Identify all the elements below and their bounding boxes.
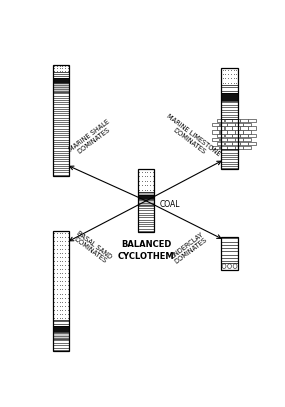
Bar (243, 146, 251, 149)
Bar (221, 68, 238, 169)
Bar (53, 332, 69, 339)
Bar (53, 64, 69, 176)
Text: MARINE SHALE
DOMINATES: MARINE SHALE DOMINATES (68, 118, 115, 158)
Bar (233, 134, 240, 138)
Bar (138, 195, 154, 199)
Bar (240, 119, 248, 122)
Bar (138, 192, 154, 195)
Bar (53, 339, 69, 351)
Bar (138, 169, 154, 232)
Bar (221, 263, 238, 270)
Bar (225, 134, 232, 138)
Bar (221, 118, 238, 149)
Bar (217, 142, 224, 145)
Bar (243, 138, 251, 141)
Bar (53, 64, 69, 72)
Bar (220, 123, 227, 126)
Bar (233, 142, 240, 145)
Bar (53, 83, 69, 92)
Bar (233, 127, 240, 130)
Bar (221, 68, 238, 169)
Bar (53, 92, 69, 176)
Bar (138, 169, 154, 192)
Text: UNDERCLAY
DOMINATES: UNDERCLAY DOMINATES (169, 231, 209, 265)
Bar (221, 149, 238, 169)
Bar (235, 146, 243, 149)
Bar (235, 123, 243, 126)
Ellipse shape (233, 264, 237, 269)
Bar (243, 130, 251, 133)
Bar (220, 146, 227, 149)
Bar (227, 146, 235, 149)
Bar (53, 320, 69, 326)
Bar (243, 123, 251, 126)
Bar (53, 231, 69, 320)
Bar (217, 127, 224, 130)
Bar (221, 237, 238, 270)
Bar (53, 326, 69, 332)
Bar (138, 169, 154, 232)
Bar (217, 134, 224, 138)
Bar (225, 119, 232, 122)
Bar (138, 199, 154, 205)
Bar (138, 205, 154, 232)
Bar (53, 64, 69, 176)
Bar (212, 123, 219, 126)
Ellipse shape (228, 264, 231, 269)
Bar (221, 237, 238, 270)
Bar (235, 138, 243, 141)
Bar (221, 68, 238, 85)
Bar (217, 119, 224, 122)
Bar (225, 142, 232, 145)
Bar (212, 130, 219, 133)
Bar (53, 231, 69, 351)
Bar (212, 146, 219, 149)
Bar (225, 127, 232, 130)
Bar (248, 134, 256, 138)
Bar (240, 127, 248, 130)
Bar (221, 85, 238, 93)
Text: BALANCED
CYCLOTHEM: BALANCED CYCLOTHEM (118, 240, 174, 261)
Bar (248, 127, 256, 130)
Bar (227, 123, 235, 126)
Text: MARINE LIMESTONE
DOMINATES: MARINE LIMESTONE DOMINATES (161, 113, 221, 163)
Bar (221, 93, 238, 101)
Bar (53, 72, 69, 78)
Bar (212, 138, 219, 141)
Bar (235, 130, 243, 133)
Bar (248, 142, 256, 145)
Bar (220, 130, 227, 133)
Bar (227, 138, 235, 141)
Bar (227, 130, 235, 133)
Bar (248, 119, 256, 122)
Text: COAL: COAL (160, 200, 180, 210)
Ellipse shape (222, 264, 226, 269)
Bar (240, 134, 248, 138)
Bar (233, 119, 240, 122)
Bar (240, 142, 248, 145)
Text: BASAL SAND
DOMINATES: BASAL SAND DOMINATES (71, 230, 113, 266)
Bar (220, 138, 227, 141)
Bar (53, 231, 69, 351)
Bar (221, 101, 238, 118)
Bar (221, 237, 238, 263)
Bar (53, 78, 69, 83)
